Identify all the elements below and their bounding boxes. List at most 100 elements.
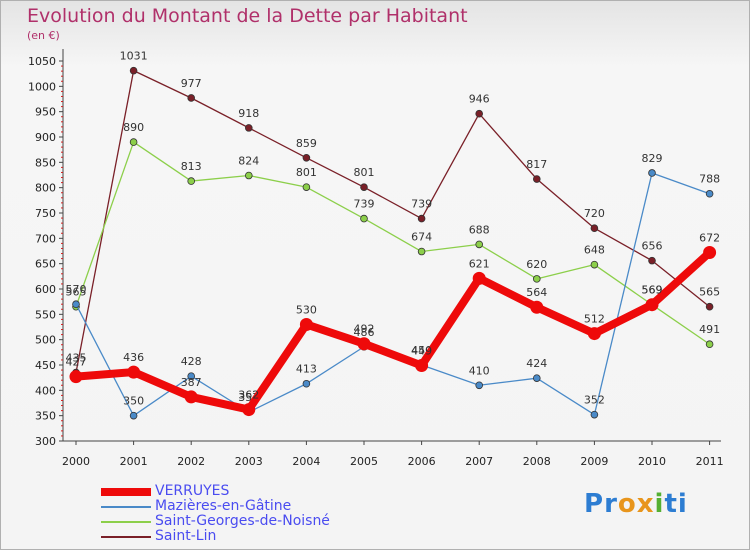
data-label: 801 xyxy=(354,166,375,179)
legend-swatch-verruyes xyxy=(101,488,151,496)
data-point xyxy=(645,298,659,312)
data-label: 569 xyxy=(642,284,663,297)
data-point xyxy=(127,365,141,379)
data-point xyxy=(475,240,484,249)
data-label: 435 xyxy=(66,352,87,365)
x-tick-label: 2010 xyxy=(638,455,666,468)
proxiti-logo: Proxiti xyxy=(584,489,688,519)
data-label: 720 xyxy=(584,207,605,220)
data-label: 688 xyxy=(469,223,490,236)
data-label: 410 xyxy=(469,364,490,377)
data-label: 824 xyxy=(238,155,259,168)
x-tick-label: 2009 xyxy=(580,455,608,468)
data-point xyxy=(532,275,541,283)
y-tick-label: 750 xyxy=(35,207,56,220)
data-point xyxy=(532,374,541,382)
y-tick-label: 800 xyxy=(35,182,56,195)
data-point xyxy=(475,109,484,118)
y-tick-label: 400 xyxy=(35,384,56,397)
data-label: 491 xyxy=(699,323,720,336)
x-tick-label: 2000 xyxy=(62,455,90,468)
data-label: 362 xyxy=(238,389,259,402)
x-tick-label: 2005 xyxy=(350,455,378,468)
data-label: 648 xyxy=(584,244,605,257)
logo-letter: r xyxy=(604,489,618,519)
data-label: 674 xyxy=(411,231,432,244)
data-point xyxy=(69,370,83,384)
data-point xyxy=(530,300,544,314)
data-point xyxy=(299,317,313,331)
data-point xyxy=(415,359,429,373)
data-label: 621 xyxy=(469,257,490,270)
y-tick-label: 550 xyxy=(35,308,56,321)
data-point xyxy=(705,340,714,349)
data-label: 569 xyxy=(642,284,663,297)
data-point xyxy=(187,372,196,380)
x-tick-label: 2011 xyxy=(696,455,724,468)
data-label: 486 xyxy=(354,326,375,339)
x-tick-label: 2004 xyxy=(292,455,320,468)
data-label: 565 xyxy=(699,286,720,299)
data-label: 387 xyxy=(181,376,202,389)
data-label: 512 xyxy=(584,313,605,326)
legend-label-saint-georges: Saint-Georges-de-Noisné xyxy=(155,513,330,529)
data-point xyxy=(302,379,311,388)
x-tick-label: 2007 xyxy=(465,455,493,468)
data-label: 672 xyxy=(699,232,720,245)
data-point xyxy=(129,66,138,75)
y-tick-label: 500 xyxy=(35,334,56,347)
x-tick-label: 2002 xyxy=(177,455,205,468)
data-point xyxy=(472,271,486,285)
data-label: 813 xyxy=(181,160,202,173)
legend-swatch-saint-georges xyxy=(101,521,151,523)
logo-letter: x xyxy=(636,489,655,519)
data-point xyxy=(417,214,426,223)
data-point xyxy=(705,302,714,311)
y-tick-label: 450 xyxy=(35,359,56,372)
data-point xyxy=(245,171,253,180)
y-tick-label: 950 xyxy=(35,106,56,119)
legend-swatch-saint-lin xyxy=(101,536,151,538)
data-label: 1031 xyxy=(120,50,148,63)
data-label: 570 xyxy=(66,283,87,296)
data-label: 890 xyxy=(123,121,144,134)
data-label: 530 xyxy=(296,303,317,316)
data-label: 449 xyxy=(411,345,432,358)
chart-unit: (en €) xyxy=(27,29,60,42)
x-tick-label: 2001 xyxy=(120,455,148,468)
logo-letter: i xyxy=(677,489,688,519)
data-label: 817 xyxy=(526,158,547,171)
data-point xyxy=(302,183,311,191)
data-label: 829 xyxy=(642,152,663,165)
data-label: 565 xyxy=(66,286,87,299)
data-label: 859 xyxy=(296,137,317,150)
data-point xyxy=(242,403,256,417)
y-tick-label: 700 xyxy=(35,232,56,245)
legend-label-verruyes: VERRUYES xyxy=(155,483,230,499)
data-label: 918 xyxy=(238,107,259,120)
data-point xyxy=(590,410,599,419)
data-label: 620 xyxy=(526,258,547,271)
data-point xyxy=(302,153,311,162)
data-point xyxy=(475,381,484,390)
data-label: 492 xyxy=(354,323,375,336)
data-label: 413 xyxy=(296,363,317,376)
data-point xyxy=(129,411,138,420)
data-point xyxy=(129,138,138,146)
y-tick-label: 900 xyxy=(35,131,56,144)
data-label: 350 xyxy=(123,395,144,408)
data-label: 739 xyxy=(354,198,375,211)
data-point xyxy=(184,390,198,404)
data-point xyxy=(360,214,368,223)
line-chart: 300 350 400 450 500 550 600 650 700 750 800 850 900 9… xyxy=(28,49,724,468)
legend-label-mazieres: Mazières-en-Gâtine xyxy=(155,498,292,514)
data-label: 788 xyxy=(699,173,720,186)
data-point xyxy=(590,224,599,233)
series-line xyxy=(75,141,710,345)
data-label: 352 xyxy=(584,394,605,407)
data-point xyxy=(648,169,656,177)
data-point xyxy=(357,337,371,351)
logo-letter: o xyxy=(617,489,637,519)
data-label: 436 xyxy=(123,351,144,364)
